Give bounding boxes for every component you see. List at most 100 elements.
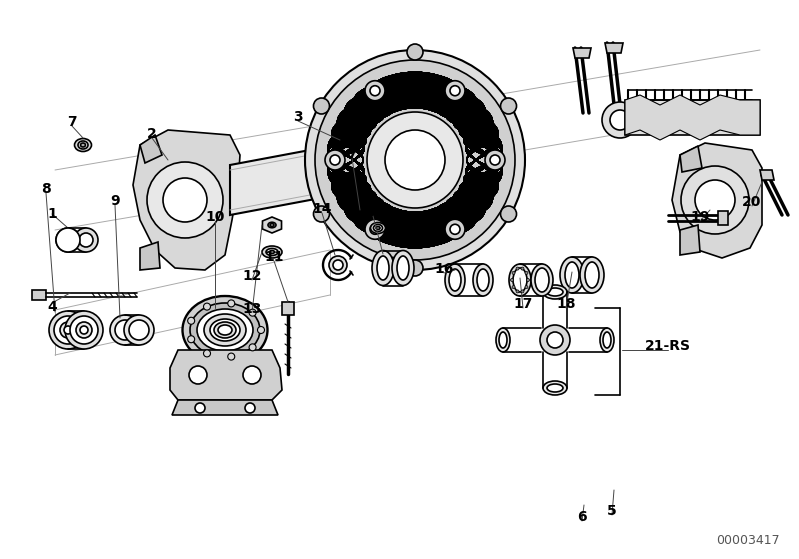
Ellipse shape (268, 222, 276, 228)
Circle shape (525, 286, 528, 288)
Ellipse shape (513, 268, 527, 292)
Polygon shape (140, 135, 162, 163)
Ellipse shape (78, 141, 88, 149)
Text: 5: 5 (607, 504, 617, 518)
Ellipse shape (64, 326, 72, 334)
Ellipse shape (61, 233, 75, 247)
Polygon shape (140, 242, 160, 270)
Circle shape (370, 224, 380, 234)
Ellipse shape (373, 225, 383, 231)
Text: 00003417: 00003417 (716, 533, 780, 547)
Circle shape (445, 80, 465, 101)
Ellipse shape (547, 384, 563, 392)
Circle shape (521, 290, 524, 293)
Ellipse shape (449, 269, 461, 291)
Text: 20: 20 (742, 195, 761, 209)
Circle shape (511, 278, 514, 282)
Circle shape (367, 112, 463, 208)
Ellipse shape (499, 332, 507, 348)
Ellipse shape (218, 325, 232, 335)
Ellipse shape (182, 296, 268, 364)
Text: 7: 7 (348, 147, 357, 161)
Circle shape (610, 110, 630, 130)
Ellipse shape (76, 322, 92, 338)
Circle shape (407, 260, 423, 276)
Polygon shape (680, 146, 702, 172)
Circle shape (228, 353, 235, 360)
Circle shape (329, 256, 347, 274)
Circle shape (313, 206, 329, 222)
Circle shape (204, 350, 210, 357)
Circle shape (512, 286, 515, 288)
Circle shape (525, 272, 528, 274)
Ellipse shape (376, 226, 380, 230)
Circle shape (245, 403, 255, 413)
Circle shape (512, 272, 515, 274)
Circle shape (195, 403, 205, 413)
Ellipse shape (372, 250, 394, 286)
Circle shape (249, 309, 256, 316)
Text: 3: 3 (293, 110, 303, 124)
Polygon shape (605, 43, 623, 53)
Circle shape (681, 166, 749, 234)
Text: 2: 2 (147, 127, 157, 141)
Polygon shape (625, 95, 760, 140)
Ellipse shape (210, 319, 240, 341)
Circle shape (407, 44, 423, 60)
Ellipse shape (585, 262, 599, 288)
Text: 6: 6 (577, 510, 586, 524)
Ellipse shape (60, 322, 76, 338)
Circle shape (243, 366, 261, 384)
Ellipse shape (56, 228, 80, 252)
Circle shape (540, 325, 570, 355)
Circle shape (500, 206, 516, 222)
Ellipse shape (543, 285, 567, 299)
Circle shape (315, 60, 515, 260)
Ellipse shape (603, 332, 611, 348)
Ellipse shape (124, 315, 154, 345)
Ellipse shape (74, 228, 98, 252)
Ellipse shape (129, 320, 149, 340)
Ellipse shape (54, 316, 82, 344)
Circle shape (204, 303, 210, 310)
Ellipse shape (397, 256, 409, 280)
Ellipse shape (509, 264, 531, 296)
Text: 10: 10 (205, 210, 225, 224)
Polygon shape (625, 100, 760, 135)
Ellipse shape (473, 264, 493, 296)
Circle shape (370, 86, 380, 96)
Circle shape (450, 86, 460, 96)
Ellipse shape (110, 315, 140, 345)
Text: 8: 8 (41, 182, 51, 196)
Text: 1: 1 (47, 207, 57, 221)
Ellipse shape (266, 249, 278, 255)
Ellipse shape (445, 264, 465, 296)
Text: 15: 15 (364, 205, 383, 219)
Ellipse shape (560, 257, 584, 293)
Ellipse shape (496, 328, 510, 352)
Polygon shape (282, 302, 294, 315)
Circle shape (330, 155, 340, 165)
Text: 11: 11 (264, 250, 284, 264)
Circle shape (313, 98, 329, 114)
Ellipse shape (65, 311, 103, 349)
Polygon shape (573, 48, 591, 58)
Ellipse shape (547, 288, 563, 296)
Ellipse shape (70, 316, 98, 344)
Polygon shape (172, 400, 278, 415)
Ellipse shape (49, 311, 87, 349)
Circle shape (547, 332, 563, 348)
Ellipse shape (565, 262, 579, 288)
Polygon shape (170, 350, 282, 400)
Circle shape (188, 318, 195, 324)
Polygon shape (32, 290, 46, 300)
Circle shape (490, 155, 500, 165)
Ellipse shape (377, 256, 389, 280)
Ellipse shape (56, 228, 80, 252)
Ellipse shape (531, 264, 553, 296)
Text: 4: 4 (47, 300, 57, 314)
Circle shape (695, 180, 735, 220)
Polygon shape (760, 170, 774, 180)
Polygon shape (263, 217, 281, 233)
Circle shape (325, 150, 345, 170)
